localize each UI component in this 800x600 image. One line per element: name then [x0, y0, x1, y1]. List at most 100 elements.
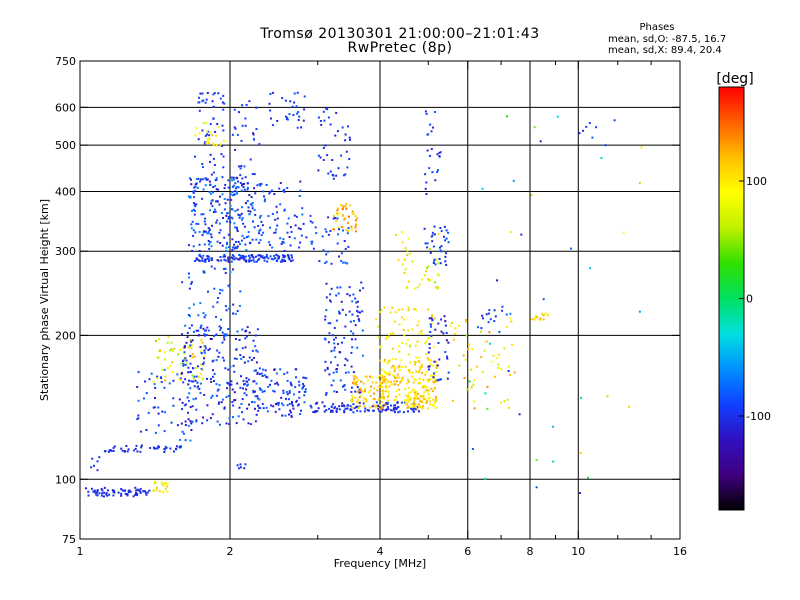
data-point — [296, 112, 299, 115]
data-point — [350, 365, 353, 368]
data-point — [247, 360, 250, 363]
data-point — [200, 352, 203, 355]
data-point — [388, 335, 390, 338]
data-point — [539, 140, 542, 143]
data-point — [328, 407, 331, 410]
data-point — [407, 392, 410, 395]
data-point — [139, 490, 142, 493]
x-axis-label: Frequency [MHz] — [334, 557, 426, 570]
data-point — [316, 401, 319, 404]
data-point — [136, 450, 139, 453]
data-point — [493, 375, 496, 378]
data-point — [426, 378, 429, 381]
data-point — [375, 381, 378, 384]
data-point — [496, 357, 499, 360]
data-point — [283, 373, 286, 375]
data-point — [108, 449, 111, 452]
data-point — [157, 356, 160, 359]
data-point — [340, 204, 342, 206]
data-point — [220, 401, 223, 404]
data-point — [203, 333, 206, 336]
data-point — [260, 182, 263, 185]
data-point — [296, 404, 299, 407]
data-point — [126, 493, 129, 496]
data-point — [382, 392, 385, 395]
data-point — [329, 299, 332, 302]
data-point — [198, 101, 201, 104]
data-point — [192, 190, 195, 193]
data-point — [237, 415, 240, 418]
data-point — [232, 268, 234, 271]
data-point — [236, 382, 239, 385]
data-point — [322, 110, 325, 113]
data-point — [429, 123, 432, 126]
phases-title: Phases — [639, 22, 675, 33]
data-point — [178, 378, 181, 381]
data-point — [185, 362, 188, 365]
data-point — [395, 376, 398, 379]
data-point — [207, 227, 210, 230]
data-point — [258, 183, 261, 186]
data-point — [199, 350, 202, 353]
data-point — [340, 154, 343, 157]
data-point — [266, 410, 269, 413]
data-point — [431, 234, 434, 237]
data-point — [221, 341, 224, 344]
data-point — [419, 368, 422, 370]
data-point — [352, 375, 355, 378]
data-point — [260, 388, 263, 391]
data-point — [288, 403, 291, 405]
data-point — [354, 324, 357, 327]
data-point — [221, 289, 224, 292]
data-point — [186, 396, 189, 399]
data-point — [323, 337, 326, 340]
data-point — [505, 313, 508, 316]
data-point — [279, 203, 282, 206]
data-point — [332, 177, 335, 180]
data-point — [282, 259, 285, 262]
data-point — [242, 222, 245, 225]
data-point — [206, 255, 209, 258]
data-point — [185, 359, 188, 362]
data-point — [211, 191, 214, 194]
data-point — [142, 490, 145, 493]
data-point — [403, 258, 406, 261]
data-point — [416, 405, 419, 408]
data-point — [253, 138, 255, 141]
data-point — [372, 409, 375, 412]
data-point — [221, 144, 224, 147]
data-point — [120, 447, 123, 450]
data-point — [401, 231, 403, 233]
data-point — [435, 406, 438, 409]
data-point — [221, 244, 224, 247]
data-point — [212, 369, 214, 372]
data-point — [258, 143, 261, 145]
colorbar-label: [deg] — [716, 71, 753, 87]
data-point — [240, 466, 242, 469]
data-point — [348, 310, 351, 313]
data-point — [236, 226, 238, 229]
data-point — [432, 405, 435, 408]
data-point — [172, 379, 175, 382]
data-point — [445, 339, 448, 342]
data-point — [438, 155, 441, 158]
data-point — [217, 402, 220, 405]
data-point — [227, 260, 230, 263]
data-point — [211, 375, 214, 378]
data-point — [418, 403, 420, 406]
data-point — [257, 254, 260, 257]
data-point — [299, 228, 302, 231]
data-point — [345, 150, 348, 153]
data-point — [421, 395, 424, 398]
data-point — [276, 120, 279, 122]
data-point — [344, 139, 347, 142]
data-point — [388, 393, 390, 396]
data-point — [254, 213, 257, 216]
data-point — [416, 392, 419, 395]
data-point — [323, 410, 326, 413]
data-point — [223, 407, 226, 410]
data-point — [232, 416, 234, 419]
data-point — [251, 401, 254, 403]
data-point — [595, 126, 598, 129]
data-point — [90, 466, 93, 469]
